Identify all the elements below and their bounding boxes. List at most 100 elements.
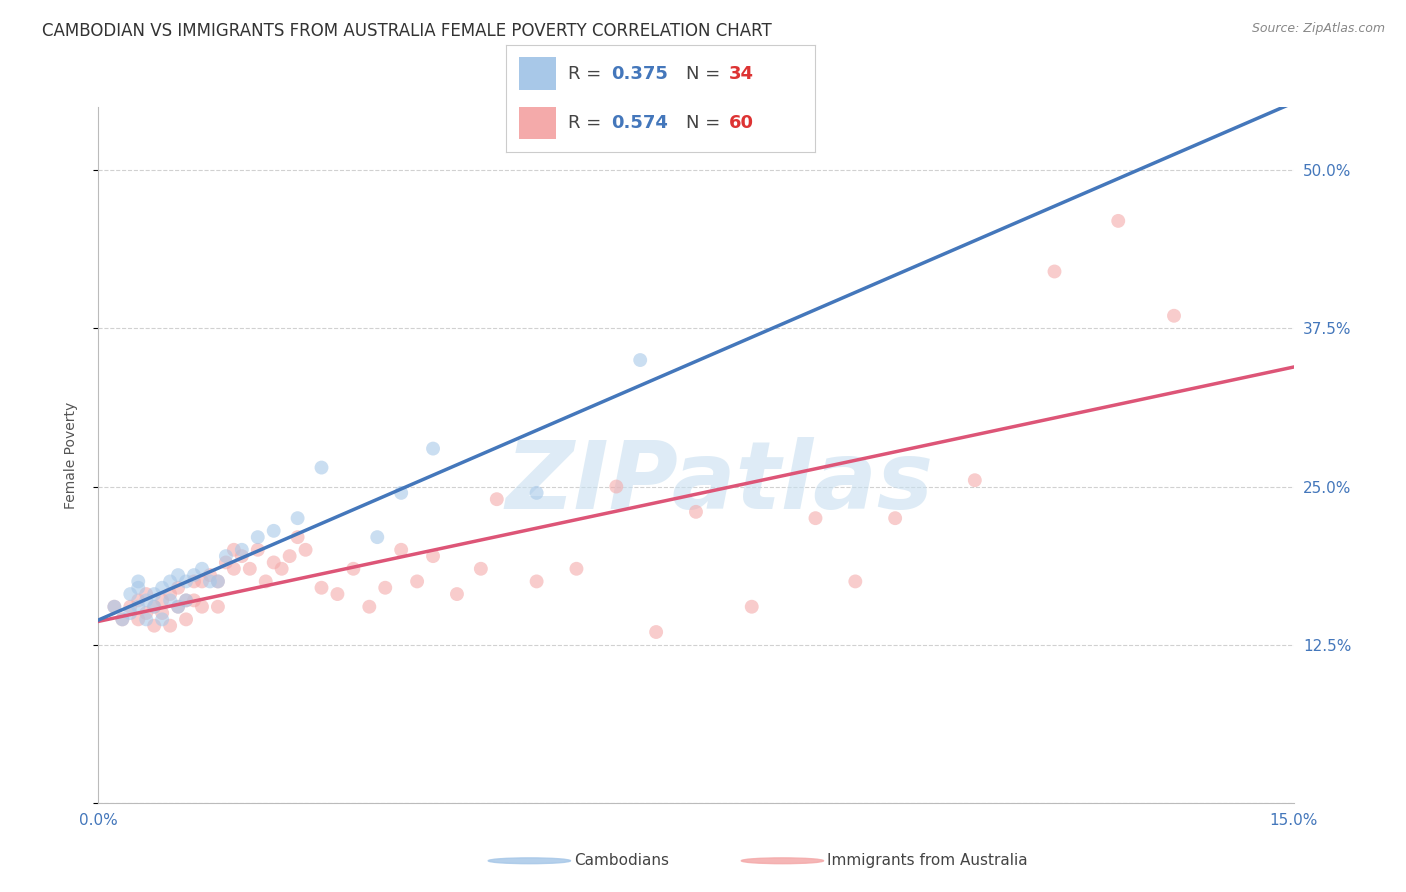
Point [422, 549, 444, 563]
Point [127, 599, 149, 614]
Point [526, 486, 548, 500]
Point [159, 593, 181, 607]
Text: 0.375: 0.375 [612, 64, 668, 82]
Point [406, 574, 429, 589]
Point [294, 542, 316, 557]
Point [174, 574, 197, 589]
Point [103, 599, 125, 614]
Point [628, 353, 651, 368]
Point [167, 599, 190, 614]
Point [485, 492, 508, 507]
Point [198, 574, 221, 589]
Point [183, 568, 205, 582]
Point [150, 612, 173, 626]
Point [135, 593, 157, 607]
Point [103, 599, 125, 614]
Point [311, 581, 333, 595]
Point [127, 581, 149, 595]
Point [159, 587, 181, 601]
Bar [519, 57, 555, 89]
Point [159, 574, 181, 589]
Text: ZIPatlas: ZIPatlas [506, 437, 934, 529]
Text: R =: R = [568, 114, 607, 132]
Point [222, 562, 245, 576]
Point [135, 612, 157, 626]
Point [287, 530, 309, 544]
Point [311, 460, 333, 475]
Point [804, 511, 827, 525]
Point [741, 599, 763, 614]
Point [143, 599, 166, 614]
Point [270, 562, 292, 576]
Point [215, 556, 238, 570]
Text: Source: ZipAtlas.com: Source: ZipAtlas.com [1251, 22, 1385, 36]
Circle shape [488, 858, 571, 863]
Point [159, 618, 181, 632]
Point [389, 542, 412, 557]
Point [422, 442, 444, 456]
Point [135, 587, 157, 601]
Point [239, 562, 262, 576]
Point [150, 593, 173, 607]
Text: N =: N = [686, 64, 725, 82]
Point [222, 542, 245, 557]
Point [1043, 264, 1066, 278]
Point [342, 562, 364, 576]
Point [1163, 309, 1185, 323]
Point [167, 568, 190, 582]
Point [120, 599, 142, 614]
Point [263, 524, 285, 538]
Point [254, 574, 277, 589]
Point [287, 511, 309, 525]
Point [263, 556, 285, 570]
Point [143, 587, 166, 601]
Point [278, 549, 301, 563]
Point [111, 612, 134, 626]
Point [150, 606, 173, 620]
Point [963, 473, 986, 487]
Text: R =: R = [568, 64, 607, 82]
Point [884, 511, 907, 525]
Point [231, 542, 253, 557]
Point [127, 574, 149, 589]
Point [374, 581, 396, 595]
Point [167, 599, 190, 614]
Point [359, 599, 381, 614]
Y-axis label: Female Poverty: Female Poverty [63, 401, 77, 508]
Point [207, 574, 229, 589]
Point [135, 606, 157, 620]
Point [446, 587, 468, 601]
Point [174, 593, 197, 607]
Point [174, 612, 197, 626]
Point [1107, 214, 1129, 228]
Point [198, 568, 221, 582]
Point [565, 562, 588, 576]
Point [207, 574, 229, 589]
Point [231, 549, 253, 563]
Point [389, 486, 412, 500]
Point [143, 618, 166, 632]
Point [366, 530, 388, 544]
Circle shape [741, 858, 824, 863]
Point [183, 593, 205, 607]
Point [183, 574, 205, 589]
Text: CAMBODIAN VS IMMIGRANTS FROM AUSTRALIA FEMALE POVERTY CORRELATION CHART: CAMBODIAN VS IMMIGRANTS FROM AUSTRALIA F… [42, 22, 772, 40]
Point [605, 479, 627, 493]
Text: 34: 34 [728, 64, 754, 82]
Point [685, 505, 707, 519]
Point [120, 587, 142, 601]
Point [167, 581, 190, 595]
Text: Immigrants from Australia: Immigrants from Australia [827, 854, 1028, 868]
Point [844, 574, 866, 589]
Point [246, 542, 269, 557]
Point [326, 587, 349, 601]
Text: N =: N = [686, 114, 725, 132]
Point [120, 606, 142, 620]
Text: Cambodians: Cambodians [574, 854, 669, 868]
Point [111, 612, 134, 626]
Point [526, 574, 548, 589]
Point [174, 593, 197, 607]
Bar [519, 107, 555, 139]
Point [207, 599, 229, 614]
Text: 60: 60 [728, 114, 754, 132]
